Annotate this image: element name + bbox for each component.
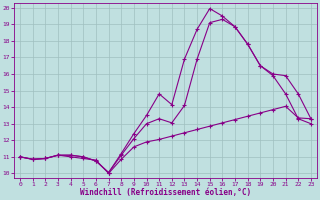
X-axis label: Windchill (Refroidissement éolien,°C): Windchill (Refroidissement éolien,°C)	[80, 188, 251, 197]
